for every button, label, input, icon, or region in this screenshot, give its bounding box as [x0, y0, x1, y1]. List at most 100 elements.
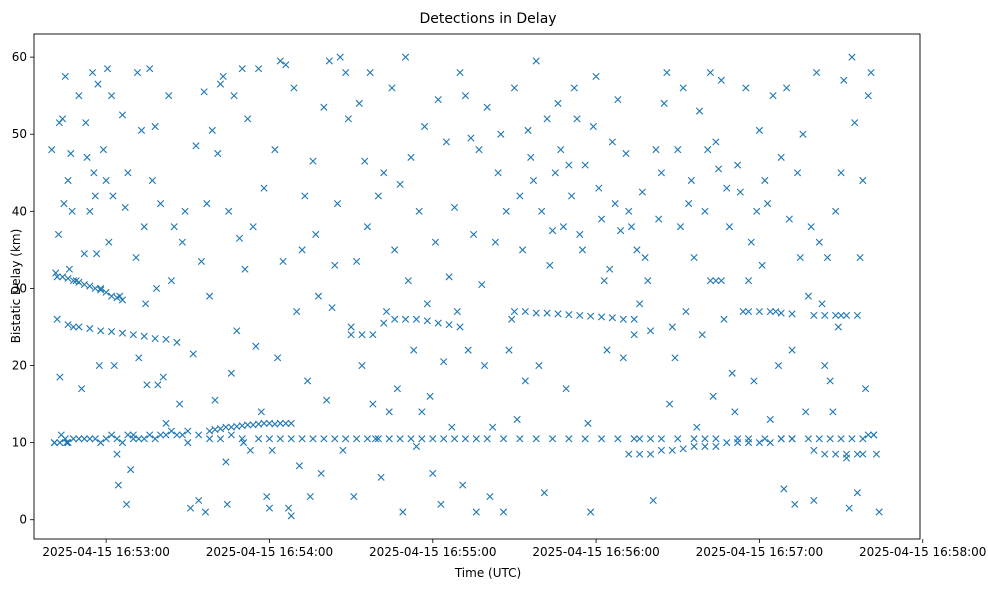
detection-point — [646, 327, 655, 335]
x-tick-label: 2025-04-15 16:53:00 — [42, 545, 169, 559]
detection-point — [657, 446, 666, 454]
detection-point — [64, 176, 72, 185]
detection-point — [369, 331, 377, 339]
detection-point — [859, 450, 867, 458]
detection-point — [821, 361, 829, 370]
detection-point — [374, 192, 382, 200]
x-axis: 2025-04-15 16:53:00 2025-04-15 16:54:00 20… — [42, 539, 986, 559]
detection-point — [355, 99, 363, 107]
detection-point — [445, 321, 453, 329]
detection-point — [132, 253, 140, 262]
detection-point — [93, 250, 101, 258]
detection-point — [151, 435, 159, 443]
detection-point — [538, 207, 546, 215]
detection-point — [382, 307, 391, 316]
detection-point — [195, 496, 203, 505]
detection-point — [102, 288, 110, 296]
detection-point — [434, 95, 442, 104]
detection-point — [472, 435, 480, 443]
detection-point — [597, 313, 606, 321]
detection-point — [90, 169, 98, 177]
detection-point — [521, 377, 529, 385]
detection-point — [336, 53, 344, 61]
detection-point — [826, 377, 834, 385]
detection-point — [94, 80, 102, 88]
detection-point — [837, 311, 845, 320]
detection-point — [293, 307, 301, 316]
detection-point — [777, 435, 785, 443]
detection-point — [97, 439, 105, 447]
detection-point — [339, 446, 347, 454]
detection-point — [848, 53, 856, 61]
detection-point — [148, 176, 156, 185]
detection-point — [246, 446, 254, 454]
detection-point — [407, 153, 415, 161]
detection-point — [162, 335, 170, 343]
detection-point — [244, 115, 252, 123]
detection-point — [837, 169, 845, 177]
detection-point — [644, 277, 652, 285]
detection-point — [780, 485, 788, 493]
detection-point — [576, 311, 584, 320]
detection-point — [502, 207, 510, 215]
detection-point — [271, 146, 279, 154]
detection-point — [448, 423, 456, 431]
detection-point — [508, 315, 516, 323]
detection-point — [254, 435, 263, 443]
detection-point — [173, 338, 181, 346]
detection-point — [717, 76, 725, 84]
detection-point — [363, 435, 372, 443]
detection-point — [867, 68, 875, 77]
detection-point — [842, 450, 851, 458]
detection-point — [864, 92, 872, 100]
detection-point — [529, 176, 538, 185]
detection-point — [859, 435, 867, 443]
detection-point — [146, 431, 154, 439]
detection-point — [52, 269, 60, 277]
detection-point — [491, 238, 499, 246]
detection-point — [53, 315, 61, 323]
y-tick-label: 30 — [12, 281, 27, 295]
detection-point — [86, 207, 94, 215]
detection-point — [56, 373, 64, 381]
detection-point — [56, 439, 64, 447]
detection-point — [633, 246, 641, 254]
detection-point — [826, 435, 834, 443]
detection-point — [287, 512, 295, 520]
detection-point — [592, 72, 600, 80]
detection-point — [641, 253, 649, 262]
detection-point — [804, 292, 812, 300]
detection-point — [829, 408, 837, 416]
detection-point — [208, 126, 216, 134]
detection-point — [412, 442, 421, 451]
detection-point — [97, 284, 105, 293]
detection-point — [567, 192, 576, 200]
detection-point — [418, 408, 426, 416]
detection-point — [303, 377, 312, 385]
detection-point — [309, 435, 317, 443]
detection-point — [799, 130, 807, 138]
detection-point — [358, 361, 366, 370]
detection-point — [870, 431, 878, 439]
detection-point — [410, 346, 418, 354]
detection-point — [810, 496, 818, 505]
detection-point — [690, 435, 698, 443]
detection-point — [257, 408, 265, 416]
detection-point — [342, 435, 350, 443]
detection-point — [450, 203, 459, 212]
detection-point — [736, 188, 744, 196]
detection-point — [127, 466, 135, 474]
detection-point — [851, 119, 859, 127]
detection-point — [401, 53, 410, 61]
detection-point — [241, 265, 249, 273]
detection-point — [543, 309, 551, 317]
detection-point — [244, 421, 252, 429]
detection-point — [695, 107, 704, 115]
detection-point — [519, 246, 527, 254]
detection-point — [614, 95, 622, 104]
detection-point — [459, 481, 467, 489]
detection-point — [385, 435, 393, 443]
detection-point — [837, 435, 845, 443]
detection-point — [162, 419, 170, 427]
detection-point — [189, 350, 197, 358]
